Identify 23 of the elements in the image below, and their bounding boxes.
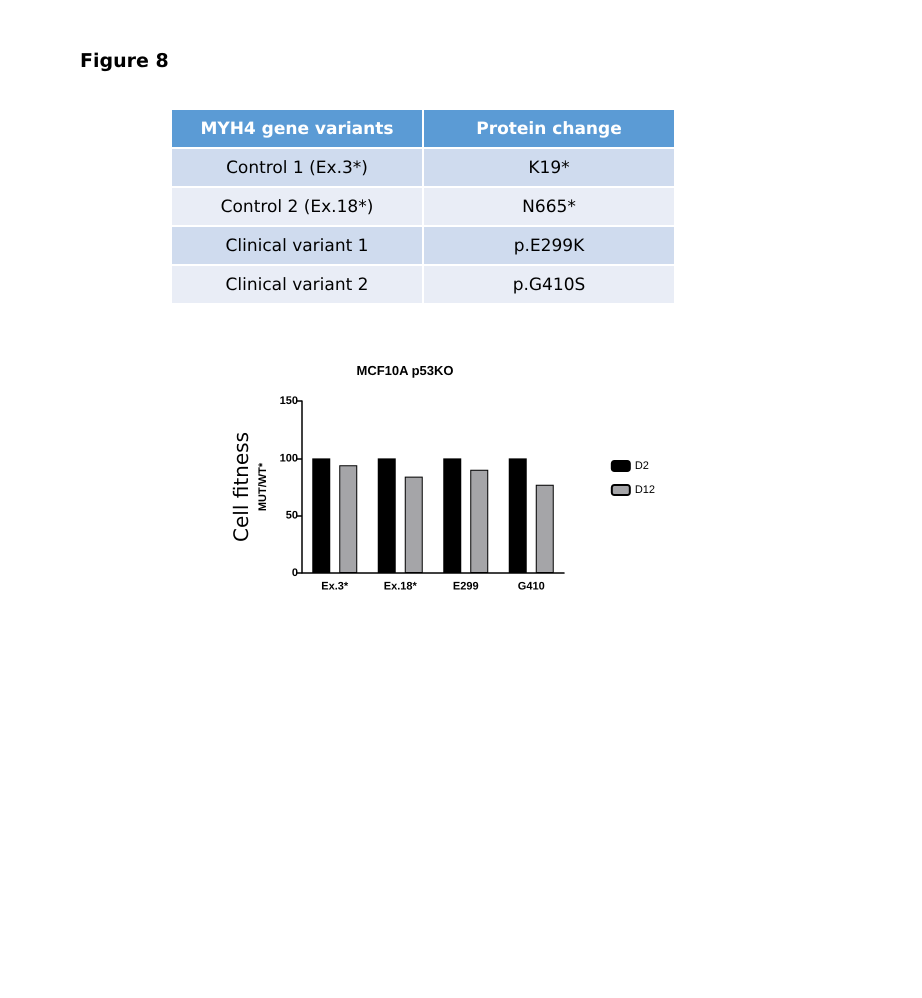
x-tick-label: E299: [452, 580, 479, 592]
text: Control 2 (Ex.18*): [171, 187, 423, 226]
text: Figure 8: [80, 50, 169, 72]
text: Clinical variant 1: [171, 226, 423, 265]
text: Protein change: [423, 109, 675, 148]
text: Clinical variant 2: [171, 265, 423, 304]
chart-title: MCF10A p53KO: [356, 363, 454, 378]
text: MYH4 gene variants: [171, 109, 423, 148]
text: p.E299K: [423, 226, 675, 265]
x-tick-label: Ex.18*: [384, 580, 418, 592]
y-tick-label: 0: [292, 567, 298, 579]
text: N665*: [423, 187, 675, 226]
legend-label: D2: [634, 460, 649, 472]
y-tick-label: 50: [286, 510, 298, 522]
y-tick-label: 150: [280, 395, 298, 407]
text: Control 1 (Ex.3*): [171, 148, 423, 187]
y-tick-label: 100: [280, 452, 298, 464]
x-tick-label: Ex.3*: [321, 580, 349, 592]
y-axis-title: Cell fitness MUT/WT*: [229, 432, 270, 542]
x-tick-label: G410: [518, 580, 545, 592]
text: K19*: [423, 148, 675, 187]
legend-label: D12: [634, 484, 656, 496]
text: p.G410S: [423, 265, 675, 304]
